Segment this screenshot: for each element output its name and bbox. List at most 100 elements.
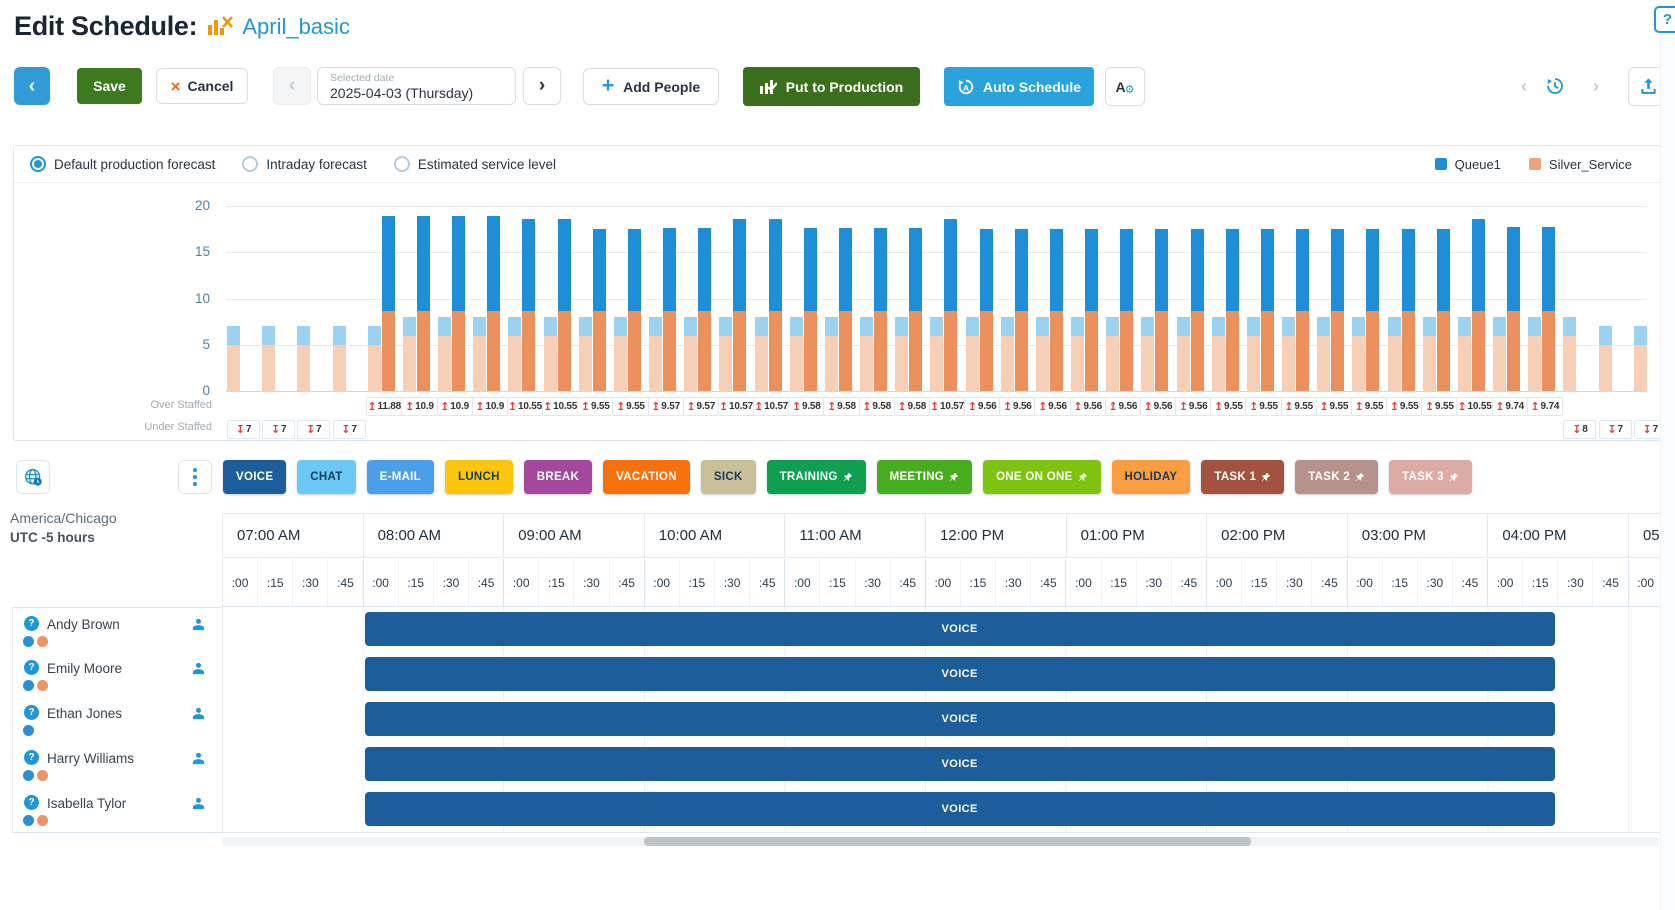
over-staffed-badge: ↥ 9.55 [577, 397, 614, 416]
employee-help-icon[interactable]: ? [24, 795, 39, 810]
forecast-radio-1[interactable]: Default production forecast [30, 156, 215, 172]
employee-name-cell[interactable]: ? Harry Williams [12, 742, 222, 788]
forecast-bar-silver [1633, 344, 1647, 391]
shift-bar-voice[interactable]: VOICE [364, 792, 1555, 826]
activity-button-vacation[interactable]: VACATION [603, 460, 690, 494]
activity-label: SICK [713, 471, 743, 483]
scheduled-bar-silver [487, 311, 501, 391]
activity-button-e-mail[interactable]: E-MAIL [366, 460, 434, 494]
put-to-production-button[interactable]: Put to Production [743, 67, 920, 106]
quarter-header-cell: :00 [1066, 559, 1102, 606]
forecast-bar-silver [965, 335, 979, 391]
scheduled-bar-queue1 [1049, 228, 1063, 312]
person-icon[interactable] [191, 617, 206, 632]
employee-schedule-track[interactable]: VOICE [222, 742, 1660, 788]
forecast-bar-silver [1176, 335, 1190, 391]
activity-button-task-1[interactable]: TASK 1 [1201, 460, 1285, 494]
up-arrow-icon: ↥ [440, 401, 450, 413]
employee-schedule-track[interactable]: VOICE [222, 607, 1660, 653]
schedule-overflow-menu-button[interactable] [178, 460, 212, 494]
employee-name-cell[interactable]: ? Emily Moore [12, 652, 222, 698]
quarter-header-cell: :45 [328, 559, 364, 606]
scheduled-bar-silver [1190, 311, 1204, 391]
activity-button-break[interactable]: BREAK [523, 460, 593, 494]
schedule-name[interactable]: April_basic [242, 13, 350, 39]
forecast-bar-queue1 [1422, 317, 1436, 336]
forecast-bar-queue1 [1493, 317, 1507, 336]
save-button[interactable]: Save [77, 68, 142, 104]
activity-button-voice[interactable]: VOICE [223, 460, 287, 494]
person-icon[interactable] [191, 796, 206, 811]
history-icon[interactable] [1542, 73, 1568, 99]
forecast-bar-silver [227, 344, 240, 391]
forecast-bar-queue1 [789, 317, 803, 336]
forecast-radio-label: Estimated service level [417, 156, 556, 172]
shift-bar-voice[interactable]: VOICE [364, 657, 1555, 691]
scheduled-bar-silver [663, 311, 677, 391]
hour-label: 12:00 PM [939, 527, 1005, 544]
employee-name-cell[interactable]: ? Isabella Tylor [12, 787, 222, 833]
over-staffed-badge: ↥ 10.9 [401, 397, 438, 416]
up-arrow-icon: ↥ [897, 401, 907, 413]
history-back-button[interactable]: ‹ [1521, 75, 1527, 96]
pin-icon [1078, 473, 1087, 482]
activity-button-sick[interactable]: SICK [700, 460, 756, 494]
shift-bar-voice[interactable]: VOICE [364, 702, 1555, 736]
auto-schedule-button[interactable]: A Auto Schedule [944, 67, 1094, 106]
scheduled-bar-silver [1014, 311, 1028, 391]
history-forward-button[interactable]: › [1593, 75, 1599, 96]
legend-label: Queue1 [1454, 156, 1501, 172]
activity-button-meeting[interactable]: MEETING [876, 460, 973, 494]
forecast-radio-2[interactable]: Intraday forecast [242, 156, 367, 172]
over-staffed-value: 9.56 [1013, 401, 1032, 412]
activity-button-holiday[interactable]: HOLIDAY [1111, 460, 1191, 494]
employee-help-icon[interactable]: ? [24, 616, 39, 631]
legend-item-silver_service[interactable]: Silver_Service [1528, 157, 1632, 172]
shift-bar-voice[interactable]: VOICE [364, 612, 1555, 646]
horizontal-scrollbar[interactable] [222, 837, 1659, 846]
employee-name-cell[interactable]: ? Andy Brown [12, 607, 222, 653]
person-icon[interactable] [191, 661, 206, 676]
activity-button-one-on-one[interactable]: ONE ON ONE [983, 460, 1101, 494]
activity-button-chat[interactable]: CHAT [297, 460, 356, 494]
auto-schedule-settings-button[interactable]: A ⚙ [1105, 67, 1145, 106]
scheduled-bar-silver [1085, 311, 1099, 391]
previous-day-button[interactable]: ‹ [273, 67, 311, 105]
activity-button-task-2[interactable]: TASK 2 [1295, 460, 1379, 494]
employee-schedule-track[interactable]: VOICE [222, 697, 1660, 743]
forecast-radio-3[interactable]: Estimated service level [393, 156, 556, 172]
activity-button-training[interactable]: TRAINING [766, 460, 866, 494]
over-staffed-value: 10.9 [450, 401, 469, 412]
next-day-button[interactable]: › [523, 67, 561, 105]
shift-bar-voice[interactable]: VOICE [364, 747, 1555, 781]
person-icon [192, 752, 205, 765]
under-staffed-value: 7 [1617, 424, 1623, 435]
employee-schedule-track[interactable]: VOICE [222, 652, 1660, 698]
help-button[interactable]: ? [1654, 6, 1675, 33]
activity-button-task-3[interactable]: TASK 3 [1389, 460, 1472, 494]
cancel-button[interactable]: × Cancel [156, 68, 248, 104]
quarter-header-cell: :45 [750, 559, 786, 606]
scheduled-bar-silver [592, 311, 606, 391]
add-people-button[interactable]: + Add People [583, 68, 719, 105]
forecast-bar-silver [789, 335, 803, 391]
employee-help-icon[interactable]: ? [24, 705, 39, 720]
activity-button-lunch[interactable]: LUNCH [445, 460, 513, 494]
over-staffed-badge: ↥ 9.58 [823, 397, 860, 416]
schedule-chart-x-icon [207, 14, 234, 43]
back-button[interactable]: ‹ [14, 67, 50, 105]
employee-name-cell[interactable]: ? Ethan Jones [12, 697, 222, 743]
over-staffed-badge: ↥ 9.74 [1491, 397, 1528, 416]
employee-help-icon[interactable]: ? [24, 750, 39, 765]
legend-item-queue1[interactable]: Queue1 [1434, 156, 1501, 172]
timezone-globe-button[interactable] [16, 460, 50, 494]
person-icon[interactable] [191, 706, 206, 721]
over-staffed-value: 9.55 [1329, 401, 1349, 412]
employee-schedule-track[interactable]: VOICE [222, 787, 1660, 833]
forecast-bar-silver [649, 335, 663, 391]
person-icon[interactable] [191, 751, 206, 766]
horizontal-scrollbar-thumb[interactable] [644, 837, 1251, 846]
selected-date-field[interactable]: Selected date 2025-04-03 (Thursday) [317, 67, 516, 105]
employee-help-icon[interactable]: ? [24, 660, 39, 675]
quarter-header-cell: :00 [364, 559, 399, 606]
